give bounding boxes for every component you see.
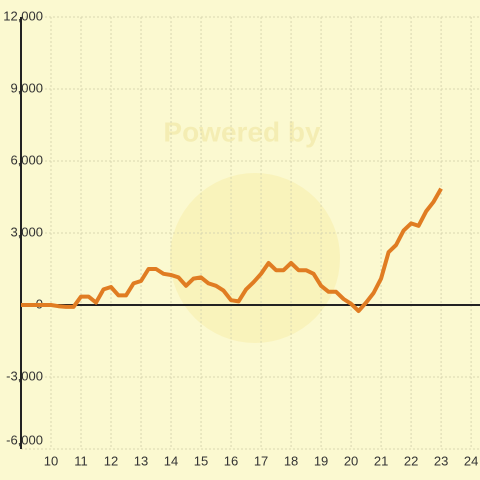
y-tick-label: 6,000 xyxy=(10,152,43,167)
x-tick-label: 18 xyxy=(284,453,298,468)
x-tick-label: 22 xyxy=(404,453,418,468)
y-tick-label: 12,000 xyxy=(3,8,43,23)
y-tick-label: 3,000 xyxy=(10,224,43,239)
series-line xyxy=(21,187,443,313)
y-tick-label: -3,000 xyxy=(6,368,43,383)
x-tick-label: 19 xyxy=(314,453,328,468)
x-tick-label: 16 xyxy=(224,453,238,468)
x-tick-label: 23 xyxy=(434,453,448,468)
x-tick-label: 14 xyxy=(164,453,178,468)
x-tick-label: 11 xyxy=(74,453,88,468)
y-tick-label: 9,000 xyxy=(10,80,43,95)
x-tick-label: 21 xyxy=(374,453,388,468)
x-tick-label: 13 xyxy=(134,453,148,468)
watermark: Powered by xyxy=(163,116,321,147)
x-tick-label: 10 xyxy=(44,453,58,468)
x-tick-label: 20 xyxy=(344,453,358,468)
x-tick-label: 12 xyxy=(104,453,118,468)
watermark-logo xyxy=(170,173,340,343)
x-tick-label: 24 xyxy=(464,453,478,468)
x-tick-label: 15 xyxy=(194,453,208,468)
y-tick-label: -6,000 xyxy=(6,432,43,447)
x-tick-label: 17 xyxy=(254,453,268,468)
